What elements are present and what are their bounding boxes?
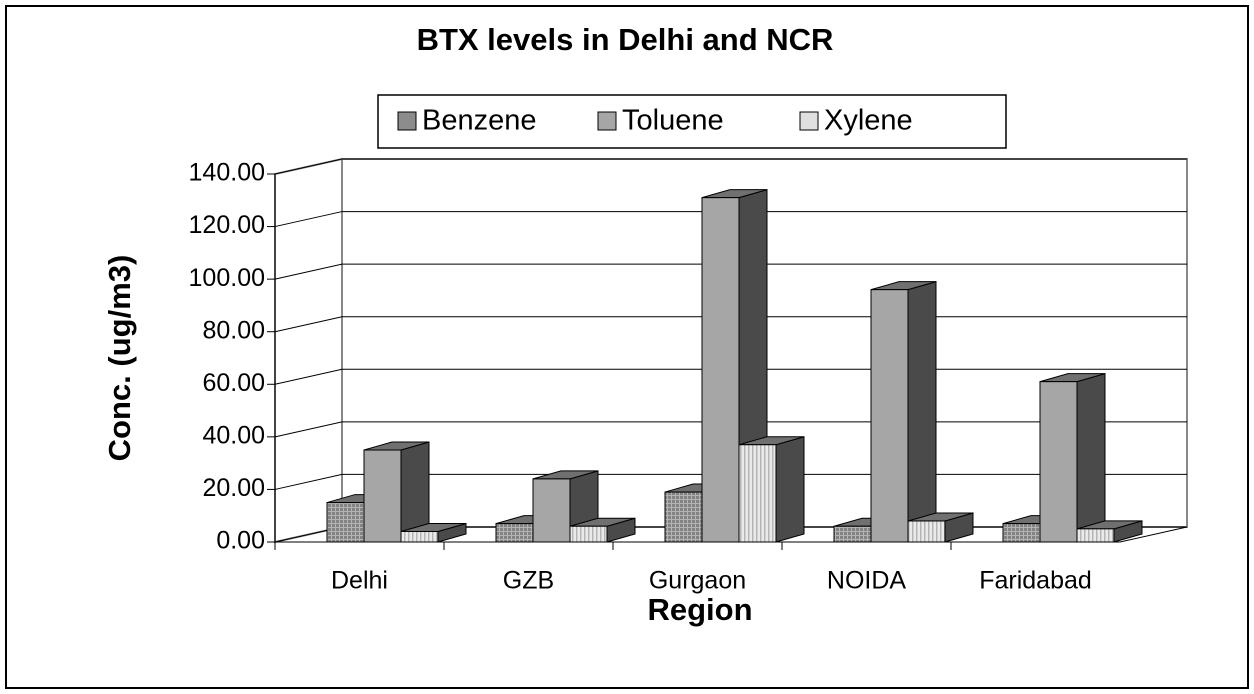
x-tick-label: Delhi xyxy=(331,567,388,595)
legend-label: Benzene xyxy=(422,105,537,137)
bar-pattern xyxy=(833,525,872,543)
legend xyxy=(377,94,1007,149)
x-tick-label: NOIDA xyxy=(827,567,907,595)
y-tick-label: 0.00 xyxy=(216,527,265,555)
bar-side xyxy=(1076,372,1106,543)
y-tick-label: 140.00 xyxy=(189,159,265,187)
grid-line xyxy=(274,158,1187,175)
y-tick-label: 80.00 xyxy=(202,316,265,344)
legend-label: Toluene xyxy=(622,105,724,137)
bar-pattern xyxy=(326,502,365,543)
x-tick-label: Gurgaon xyxy=(649,567,746,595)
bar-pattern xyxy=(495,523,534,543)
bar xyxy=(870,289,909,543)
chart-title: BTX levels in Delhi and NCR xyxy=(417,22,834,57)
bar-pattern xyxy=(664,491,703,543)
grid-line xyxy=(274,211,1187,228)
legend-swatch xyxy=(597,111,617,131)
y-tick-label: 20.00 xyxy=(202,474,265,502)
bar-pattern xyxy=(1002,523,1041,543)
x-axis-title: Region xyxy=(647,592,752,627)
legend-label: Xylene xyxy=(824,105,913,137)
bar-side xyxy=(907,280,937,543)
y-tick-label: 100.00 xyxy=(189,264,265,292)
legend-swatch xyxy=(799,111,819,131)
grid-line xyxy=(274,263,1187,280)
bar xyxy=(701,197,740,543)
bar-pattern xyxy=(738,444,777,543)
bar xyxy=(363,449,402,543)
bar-pattern xyxy=(400,530,439,543)
legend-swatch xyxy=(397,111,417,131)
x-tick-label: Faridabad xyxy=(979,567,1092,595)
y-tick-label: 60.00 xyxy=(202,369,265,397)
bar-pattern xyxy=(907,520,946,543)
side-wall xyxy=(274,157,343,544)
y-tick-label: 40.00 xyxy=(202,421,265,449)
bar xyxy=(532,478,571,543)
bar-side xyxy=(775,436,805,543)
y-tick-label: 120.00 xyxy=(189,211,265,239)
x-tick-label: GZB xyxy=(503,567,554,595)
y-axis-title: Conc. (ug/m3) xyxy=(102,255,137,462)
bar xyxy=(1039,381,1078,543)
bar-pattern xyxy=(569,525,608,543)
bar-pattern xyxy=(1076,528,1115,543)
